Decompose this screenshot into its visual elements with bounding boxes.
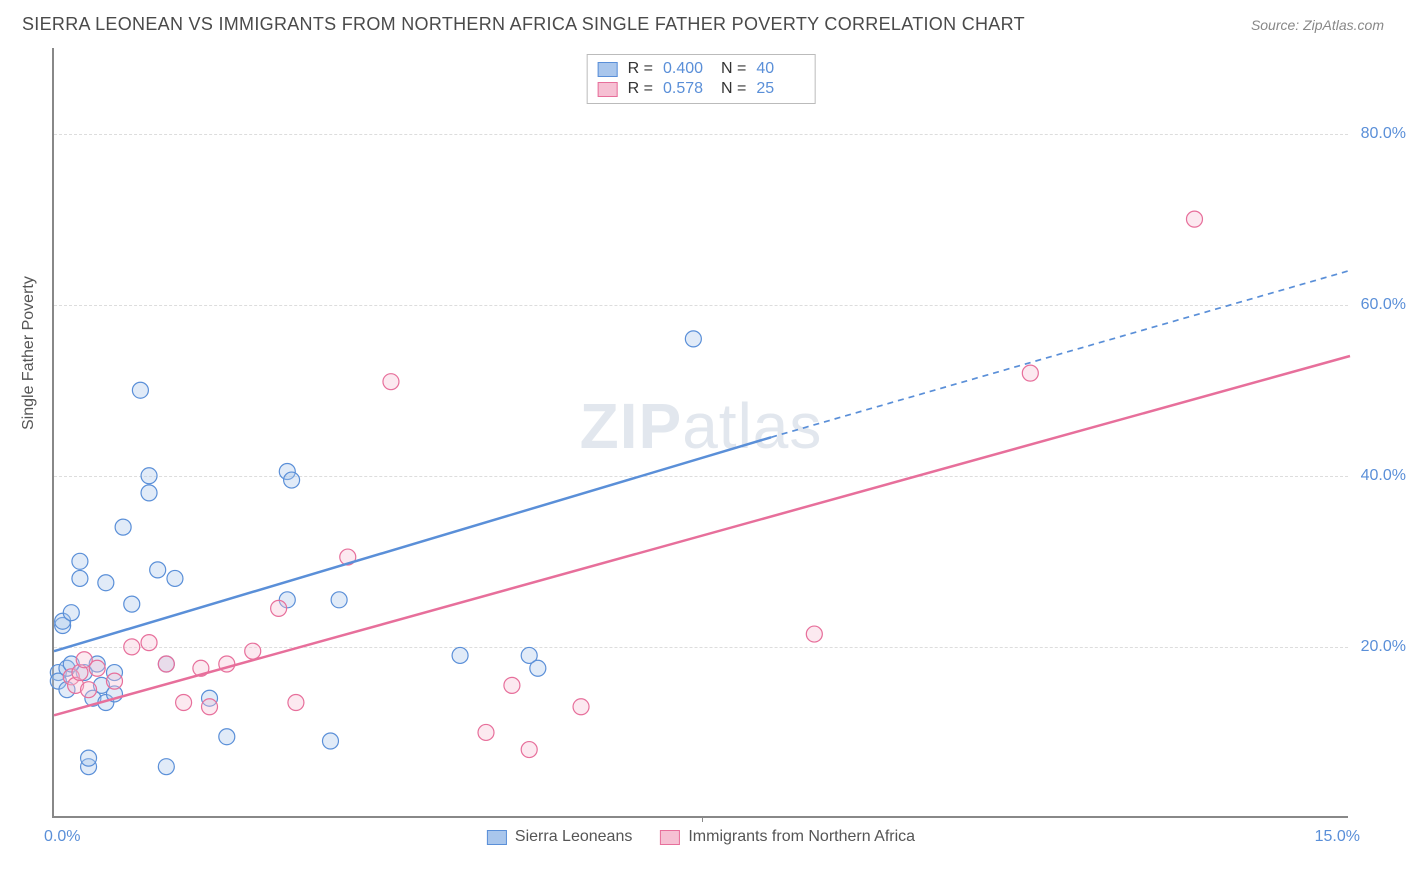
scatter-point-series-0 (530, 660, 546, 676)
scatter-point-series-1 (89, 660, 105, 676)
legend-series-names: Sierra Leoneans Immigrants from Northern… (487, 828, 915, 846)
scatter-point-series-0 (322, 733, 338, 749)
scatter-point-series-1 (288, 695, 304, 711)
y-tick-label: 40.0% (1361, 467, 1406, 485)
scatter-point-series-1 (1186, 211, 1202, 227)
scatter-point-series-1 (573, 699, 589, 715)
legend-n-value-0: 40 (756, 60, 804, 78)
y-tick-label: 60.0% (1361, 296, 1406, 314)
regression-line-series-0 (54, 437, 771, 651)
scatter-point-series-0 (219, 729, 235, 745)
legend-bottom-label-0: Sierra Leoneans (515, 828, 632, 846)
scatter-svg (54, 48, 1348, 816)
legend-item-0: Sierra Leoneans (487, 828, 632, 846)
legend-n-label: N = (721, 80, 746, 98)
y-tick-label: 20.0% (1361, 638, 1406, 656)
legend-bottom-swatch-1 (660, 830, 680, 845)
scatter-point-series-0 (167, 570, 183, 586)
scatter-point-series-0 (284, 472, 300, 488)
scatter-point-series-0 (141, 468, 157, 484)
scatter-point-series-1 (158, 656, 174, 672)
chart-title: SIERRA LEONEAN VS IMMIGRANTS FROM NORTHE… (22, 14, 1025, 35)
scatter-point-series-0 (98, 575, 114, 591)
scatter-point-series-1 (504, 677, 520, 693)
chart-header: SIERRA LEONEAN VS IMMIGRANTS FROM NORTHE… (0, 0, 1406, 35)
scatter-point-series-0 (452, 647, 468, 663)
scatter-point-series-1 (245, 643, 261, 659)
legend-n-label: N = (721, 60, 746, 78)
legend-r-value-1: 0.578 (663, 80, 711, 98)
legend-n-value-1: 25 (756, 80, 804, 98)
regression-line-series-1 (54, 356, 1350, 715)
scatter-point-series-0 (81, 750, 97, 766)
scatter-point-series-1 (383, 374, 399, 390)
legend-swatch-0 (598, 62, 618, 77)
legend-swatch-1 (598, 82, 618, 97)
y-axis-label: Single Father Poverty (20, 276, 38, 430)
scatter-point-series-0 (150, 562, 166, 578)
scatter-point-series-0 (72, 553, 88, 569)
legend-bottom-swatch-0 (487, 830, 507, 845)
scatter-point-series-0 (63, 605, 79, 621)
scatter-point-series-0 (331, 592, 347, 608)
scatter-point-series-1 (124, 639, 140, 655)
scatter-point-series-1 (202, 699, 218, 715)
regression-line-dashed-series-0 (771, 270, 1350, 437)
scatter-point-series-0 (132, 382, 148, 398)
chart-source: Source: ZipAtlas.com (1251, 17, 1384, 33)
scatter-point-series-1 (81, 682, 97, 698)
scatter-point-series-1 (271, 600, 287, 616)
scatter-point-series-1 (806, 626, 822, 642)
legend-r-value-0: 0.400 (663, 60, 711, 78)
scatter-point-series-0 (685, 331, 701, 347)
scatter-point-series-0 (158, 759, 174, 775)
scatter-point-series-1 (478, 724, 494, 740)
x-tick-max: 15.0% (1315, 828, 1360, 846)
scatter-point-series-1 (521, 742, 537, 758)
scatter-point-series-0 (124, 596, 140, 612)
scatter-point-series-1 (1022, 365, 1038, 381)
legend-item-1: Immigrants from Northern Africa (660, 828, 915, 846)
legend-r-label: R = (628, 80, 653, 98)
legend-correlation-box: R = 0.400 N = 40 R = 0.578 N = 25 (587, 54, 816, 104)
legend-row-series-1: R = 0.578 N = 25 (596, 79, 807, 99)
scatter-point-series-0 (72, 570, 88, 586)
legend-bottom-label-1: Immigrants from Northern Africa (688, 828, 915, 846)
plot-area: 20.0%40.0%60.0%80.0% ZIPatlas R = 0.400 … (52, 48, 1348, 818)
x-tick-mark (702, 816, 703, 822)
scatter-point-series-1 (106, 673, 122, 689)
x-tick-min: 0.0% (44, 828, 80, 846)
legend-row-series-0: R = 0.400 N = 40 (596, 59, 807, 79)
scatter-point-series-0 (115, 519, 131, 535)
y-tick-label: 80.0% (1361, 125, 1406, 143)
scatter-point-series-1 (176, 695, 192, 711)
legend-r-label: R = (628, 60, 653, 78)
scatter-point-series-1 (141, 635, 157, 651)
scatter-point-series-0 (141, 485, 157, 501)
